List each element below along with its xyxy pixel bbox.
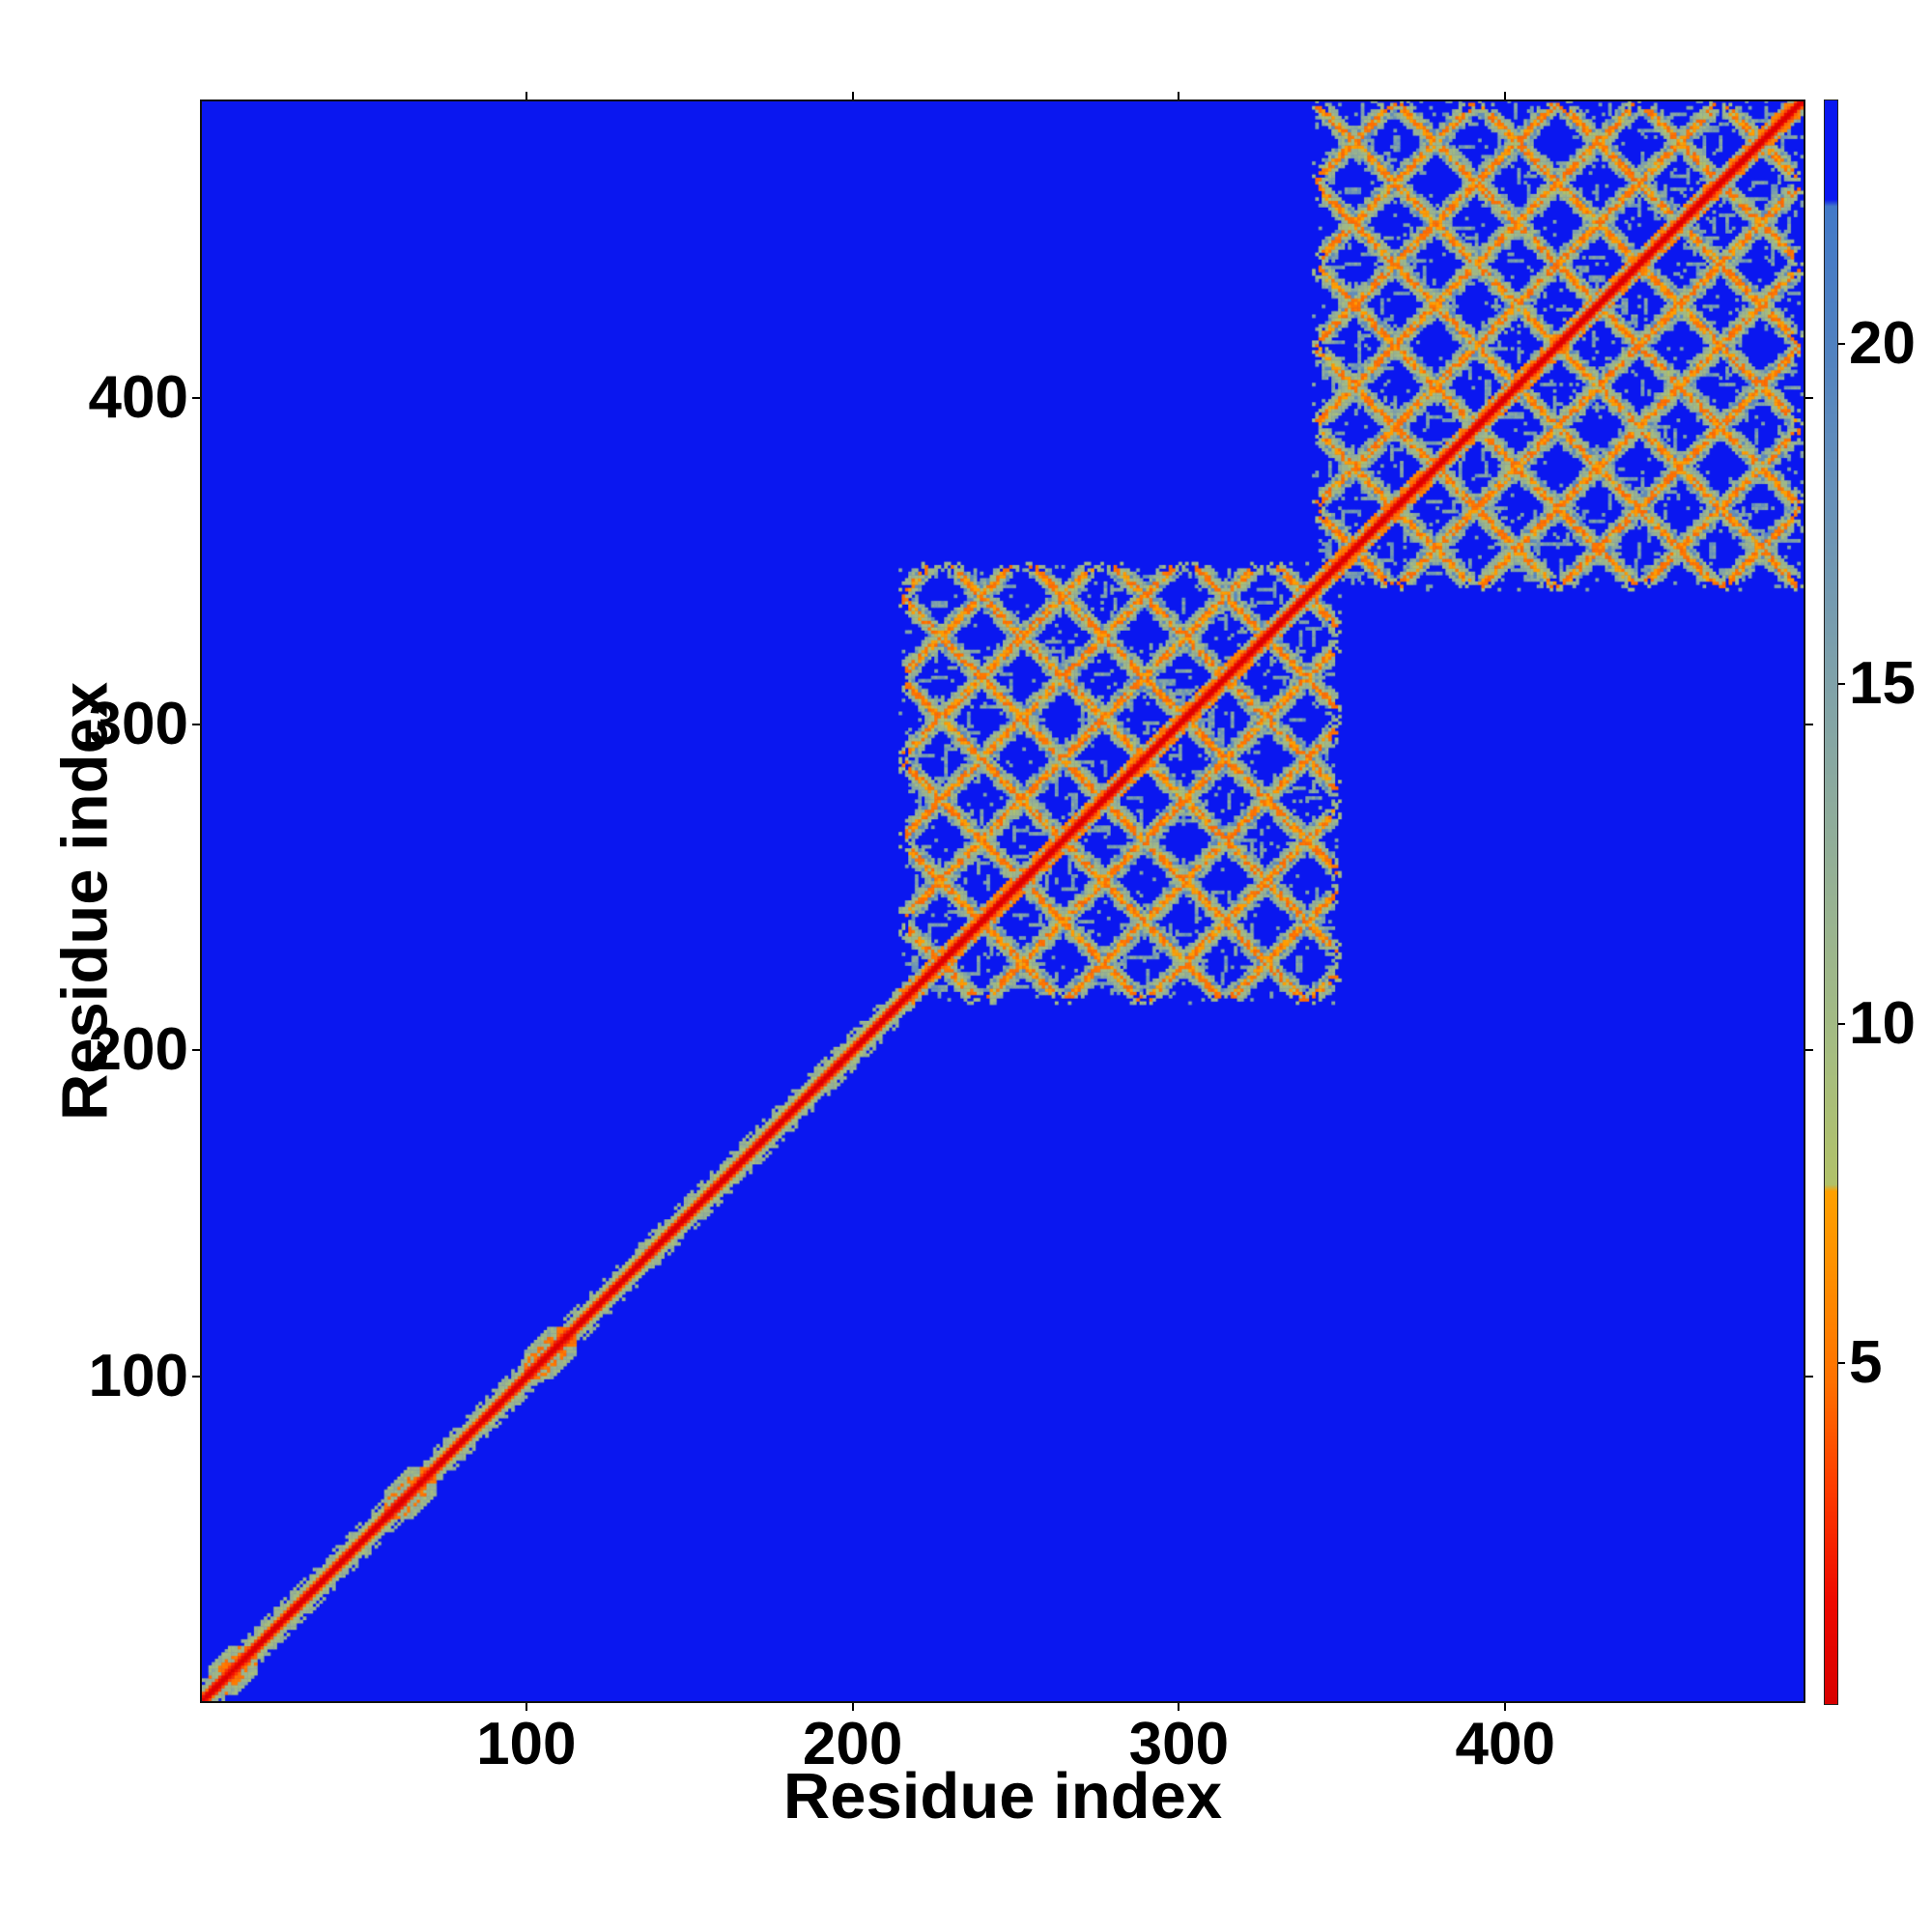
y-tick-label: 100 bbox=[88, 1343, 188, 1410]
x-tick-label: 100 bbox=[476, 1711, 577, 1777]
x-tick-top bbox=[525, 92, 527, 99]
colorbar-tick bbox=[1838, 343, 1845, 346]
y-tick-left bbox=[192, 1376, 200, 1378]
x-tick-label: 300 bbox=[1128, 1711, 1230, 1777]
colorbar-tick bbox=[1838, 1362, 1845, 1365]
y-tick-right bbox=[1805, 396, 1813, 399]
x-tick-bottom bbox=[525, 1703, 527, 1711]
y-tick-right bbox=[1805, 1049, 1813, 1052]
colorbar-tick-label: 15 bbox=[1849, 649, 1916, 717]
colorbar-tick-label: 10 bbox=[1849, 989, 1916, 1057]
heatmap-canvas bbox=[202, 101, 1804, 1701]
y-tick-label: 200 bbox=[88, 1016, 188, 1084]
colorbar-tick bbox=[1838, 682, 1845, 685]
plot-area bbox=[200, 99, 1805, 1703]
y-tick-left bbox=[192, 723, 200, 725]
x-tick-bottom bbox=[1178, 1703, 1180, 1711]
x-tick-bottom bbox=[1504, 1703, 1507, 1711]
x-tick-label: 200 bbox=[802, 1711, 903, 1777]
y-tick-left bbox=[192, 396, 200, 399]
y-tick-right bbox=[1805, 1376, 1813, 1378]
y-tick-label: 300 bbox=[88, 690, 188, 757]
x-tick-top bbox=[851, 92, 854, 99]
colorbar-canvas bbox=[1825, 100, 1837, 1704]
x-tick-top bbox=[1178, 92, 1180, 99]
y-tick-right bbox=[1805, 723, 1813, 725]
colorbar bbox=[1824, 99, 1838, 1705]
y-tick-label: 400 bbox=[88, 363, 188, 431]
x-axis-label: Residue index bbox=[782, 1760, 1223, 1833]
y-tick-left bbox=[192, 1049, 200, 1052]
colorbar-tick-label: 5 bbox=[1849, 1329, 1883, 1397]
colorbar-tick bbox=[1838, 1022, 1845, 1025]
x-tick-bottom bbox=[851, 1703, 854, 1711]
colorbar-tick-label: 20 bbox=[1849, 310, 1916, 378]
x-tick-label: 400 bbox=[1455, 1711, 1555, 1777]
x-tick-top bbox=[1504, 92, 1507, 99]
y-axis-label: Residue index bbox=[48, 681, 122, 1122]
